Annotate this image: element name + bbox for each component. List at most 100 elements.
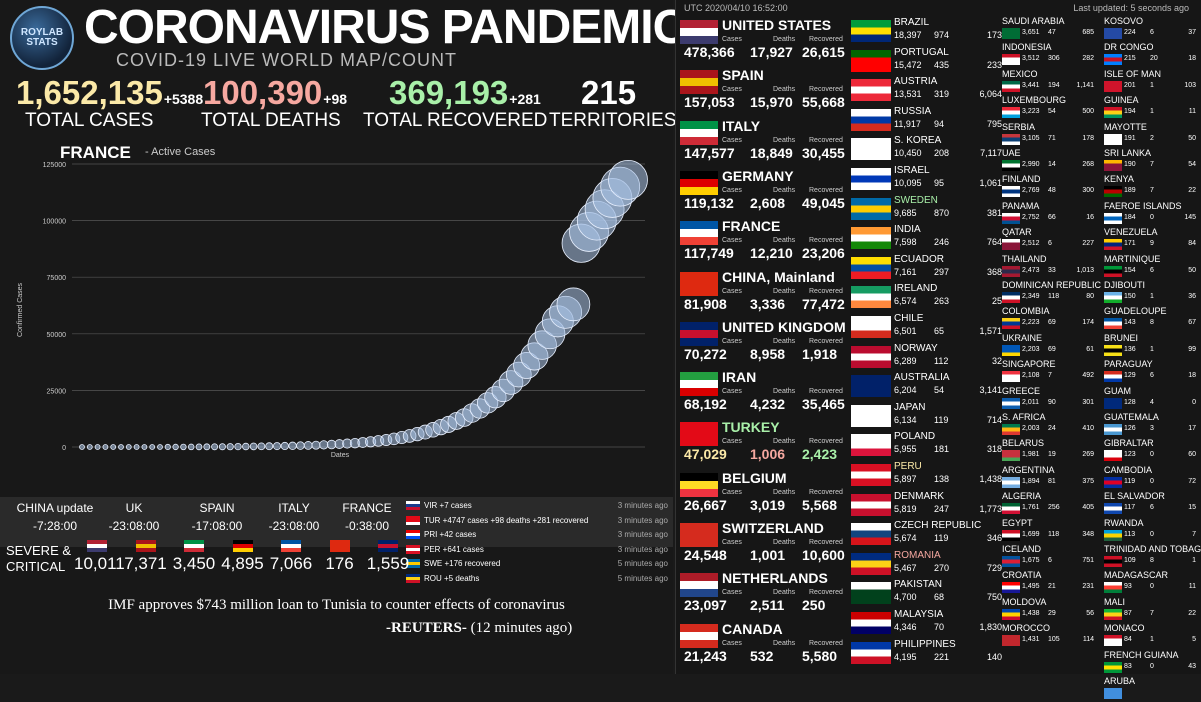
country-row[interactable]: MEXICO 3,441 194 1,141	[1002, 69, 1102, 95]
country-row[interactable]: GIBRALTAR 123 0 60	[1104, 438, 1201, 464]
country-row[interactable]: MONACO 84 1 5	[1104, 623, 1201, 649]
country-row[interactable]: RWANDA 113 0 7	[1104, 518, 1201, 544]
country-row[interactable]: UNITED KINGDOM Cases Deaths Recovered 70,272…	[676, 316, 852, 366]
country-row[interactable]: EGYPT 1,699 118 348	[1002, 518, 1102, 544]
news-item[interactable]: PER +641 cases 3 minutes ago	[406, 543, 672, 557]
news-item[interactable]: TUR +4747 cases +98 deaths +281 recovere…	[406, 514, 672, 528]
country-row[interactable]: S. AFRICA 2,003 24 410	[1002, 412, 1102, 438]
country-row[interactable]: KOSOVO 224 6 37	[1104, 16, 1201, 42]
country-row[interactable]: CAMBODIA 119 0 72	[1104, 465, 1201, 491]
country-row[interactable]: KENYA 189 7 22	[1104, 174, 1201, 200]
country-row[interactable]: BRAZIL 18,397 974 173	[851, 15, 1002, 44]
country-row[interactable]: PAKISTAN 4,700 68 750	[851, 577, 1002, 606]
country-row[interactable]: FRANCE Cases Deaths Recovered 117,749 12,210 2…	[676, 215, 852, 265]
country-row[interactable]: NORWAY 6,289 112 32	[851, 341, 1002, 370]
country-row[interactable]: TRINIDAD AND TOBAGO 109 8 1	[1104, 544, 1201, 570]
country-row[interactable]: POLAND 5,955 181 318	[851, 429, 1002, 458]
country-row[interactable]: EL SALVADOR 117 6 15	[1104, 491, 1201, 517]
news-item[interactable]: ROU +5 deaths 5 minutes ago	[406, 572, 672, 586]
country-row[interactable]: ALGERIA 1,761 256 405	[1002, 491, 1102, 517]
country-row[interactable]: UNITED STATES Cases Deaths Recovered 478,366…	[676, 14, 852, 64]
news-item[interactable]: PRI +42 cases 3 minutes ago	[406, 528, 672, 542]
country-row[interactable]: GUINEA 194 1 11	[1104, 95, 1201, 121]
country-row[interactable]: MALAYSIA 4,346 70 1,830	[851, 607, 1002, 636]
country-row[interactable]: SRI LANKA 190 7 54	[1104, 148, 1201, 174]
country-row[interactable]: SINGAPORE 2,108 7 492	[1002, 359, 1102, 385]
country-row[interactable]: SAUDI ARABIA 3,651 47 685	[1002, 16, 1102, 42]
country-row[interactable]: MAYOTTE 191 2 50	[1104, 122, 1201, 148]
country-row[interactable]: SWITZERLAND Cases Deaths Recovered 24,548 1,0…	[676, 517, 852, 567]
country-row[interactable]: IRELAND 6,574 263 25	[851, 281, 1002, 310]
country-row[interactable]: MOLDOVA 1,438 29 56	[1002, 597, 1102, 623]
country-row[interactable]: SPAIN Cases Deaths Recovered 157,053 15,970 55…	[676, 64, 852, 114]
country-row[interactable]: LUXEMBOURG 3,223 54 500	[1002, 95, 1102, 121]
country-row[interactable]: GUAM 128 4 0	[1104, 386, 1201, 412]
deaths-value: 221	[934, 651, 950, 662]
country-stats: 184 0 145	[1124, 214, 1196, 221]
country-row[interactable]: NETHERLANDS Cases Deaths Recovered 23,097 2,5…	[676, 567, 852, 617]
country-row[interactable]: ICELAND 1,675 6 751	[1002, 544, 1102, 570]
country-row[interactable]: INDONESIA 3,512 306 282	[1002, 42, 1102, 68]
country-row[interactable]: GUADELOUPE 143 8 67	[1104, 306, 1201, 332]
country-row[interactable]: DJIBOUTI 150 1 36	[1104, 280, 1201, 306]
country-row[interactable]: INDIA 7,598 246 764	[851, 222, 1002, 251]
country-row[interactable]: GERMANY Cases Deaths Recovered 119,132 2,608 4…	[676, 165, 852, 215]
country-row[interactable]: JAPAN 6,134 119 714	[851, 400, 1002, 429]
country-row[interactable]: IRAN Cases Deaths Recovered 68,192 4,232 35,46…	[676, 366, 852, 416]
country-row[interactable]: MALI 87 7 22	[1104, 597, 1201, 623]
country-row[interactable]: ITALY Cases Deaths Recovered 147,577 18,849 30…	[676, 115, 852, 165]
country-row[interactable]: ISRAEL 10,095 95 1,061	[851, 163, 1002, 192]
country-row[interactable]: ARUBA	[1104, 676, 1201, 702]
country-name: ECUADOR	[894, 253, 945, 265]
country-flag-icon	[851, 197, 891, 220]
country-row[interactable]: QATAR 2,512 6 227	[1002, 227, 1102, 253]
country-row[interactable]: COLOMBIA 2,223 69 174	[1002, 306, 1102, 332]
news-item[interactable]: SWE +176 recovered 5 minutes ago	[406, 557, 672, 571]
country-row[interactable]: SERBIA 3,105 71 178	[1002, 122, 1102, 148]
country-row[interactable]: PANAMA 2,752 66 16	[1002, 201, 1102, 227]
country-row[interactable]: UKRAINE 2,203 69 61	[1002, 333, 1102, 359]
country-row[interactable]: MARTINIQUE 154 6 50	[1104, 254, 1201, 280]
country-row[interactable]: PARAGUAY 129 6 18	[1104, 359, 1201, 385]
country-row[interactable]: CROATIA 1,495 21 231	[1002, 570, 1102, 596]
country-row[interactable]: ARGENTINA 1,894 81 375	[1002, 465, 1102, 491]
country-row[interactable]: FAEROE ISLANDS 184 0 145	[1104, 201, 1201, 227]
column-label: Recovered	[809, 639, 843, 647]
country-name: UNITED KINGDOM	[722, 318, 846, 335]
country-row[interactable]: PHILIPPINES 4,195 221 140	[851, 637, 1002, 666]
country-row[interactable]: CANADA Cases Deaths Recovered 21,243 532 5,580	[676, 618, 852, 668]
country-name: CZECH REPUBLIC	[894, 520, 982, 532]
country-row[interactable]: THAILAND 2,473 33 1,013	[1002, 254, 1102, 280]
country-row[interactable]: MOROCCO 1,431 105 114	[1002, 623, 1102, 649]
country-row[interactable]: FRENCH GUIANA 83 0 43	[1104, 650, 1201, 676]
news-headline[interactable]: IMF approves $743 million loan to Tunisi…	[108, 597, 565, 613]
country-row[interactable]: RUSSIA 11,917 94 795	[851, 104, 1002, 133]
country-row[interactable]: AUSTRIA 13,531 319 6,064	[851, 74, 1002, 103]
country-row[interactable]: AUSTRALIA 6,204 54 3,141	[851, 370, 1002, 399]
country-row[interactable]: DOMINICAN REPUBLIC 2,349 118 80	[1002, 280, 1102, 306]
country-row[interactable]: CZECH REPUBLIC 5,674 119 346	[851, 518, 1002, 547]
cases-value: 191	[1124, 134, 1136, 142]
country-row[interactable]: GREECE 2,011 90 301	[1002, 386, 1102, 412]
country-row[interactable]: ECUADOR 7,161 297 368	[851, 252, 1002, 281]
country-row[interactable]: MADAGASCAR 93 0 11	[1104, 570, 1201, 596]
country-row[interactable]: UAE 2,990 14 268	[1002, 148, 1102, 174]
country-row[interactable]: DR CONGO 215 20 18	[1104, 42, 1201, 68]
country-row[interactable]: DENMARK 5,819 247 1,773	[851, 489, 1002, 518]
country-row[interactable]: ISLE OF MAN 201 1 103	[1104, 69, 1201, 95]
country-row[interactable]: ROMANIA 5,467 270 729	[851, 548, 1002, 577]
country-row[interactable]: FINLAND 2,769 48 300	[1002, 174, 1102, 200]
country-row[interactable]: TURKEY Cases Deaths Recovered 47,029 1,006 2,4…	[676, 416, 852, 466]
news-item[interactable]: VIR +7 cases 3 minutes ago	[406, 499, 672, 513]
country-row[interactable]: VENEZUELA 171 9 84	[1104, 227, 1201, 253]
country-row[interactable]: BELARUS 1,981 19 269	[1002, 438, 1102, 464]
country-row[interactable]: PORTUGAL 15,472 435 233	[851, 45, 1002, 74]
country-row[interactable]: BELGIUM Cases Deaths Recovered 26,667 3,019 5,…	[676, 467, 852, 517]
country-row[interactable]: PERU 5,897 138 1,438	[851, 459, 1002, 488]
country-row[interactable]: CHILE 6,501 65 1,571	[851, 311, 1002, 340]
country-row[interactable]: S. KOREA 10,450 208 7,117	[851, 133, 1002, 162]
country-row[interactable]: BRUNEI 136 1 99	[1104, 333, 1201, 359]
country-row[interactable]: SWEDEN 9,685 870 381	[851, 193, 1002, 222]
country-row[interactable]: CHINA, Mainland Cases Deaths Recovered 81,90…	[676, 266, 852, 316]
country-row[interactable]: GUATEMALA 126 3 17	[1104, 412, 1201, 438]
